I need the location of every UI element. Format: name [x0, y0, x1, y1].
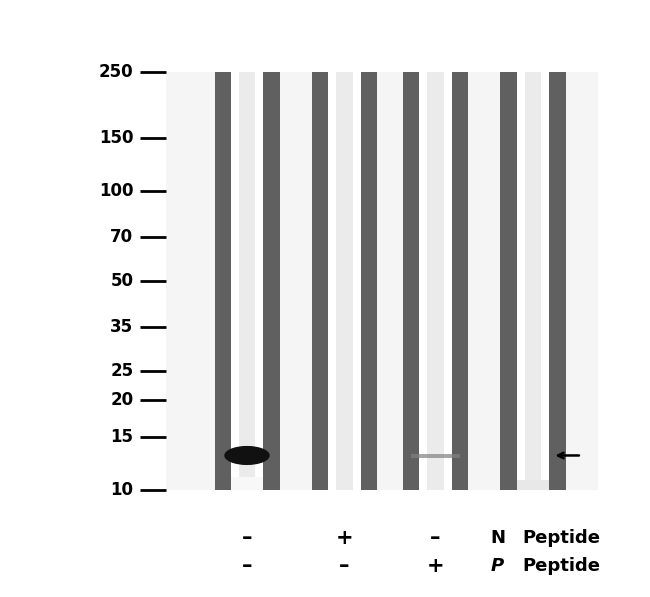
Bar [239, 72, 255, 490]
Bar [263, 72, 280, 490]
Bar [337, 72, 353, 490]
Bar [214, 72, 280, 490]
Text: 100: 100 [99, 181, 133, 199]
Text: N: N [491, 530, 506, 547]
Text: 50: 50 [111, 272, 133, 290]
Text: 20: 20 [110, 390, 133, 408]
Text: –: – [339, 556, 350, 576]
Text: +: + [335, 528, 354, 549]
Bar [428, 72, 444, 490]
Bar [549, 72, 566, 490]
Bar [517, 479, 549, 490]
Text: 70: 70 [110, 228, 133, 246]
Bar [312, 72, 328, 490]
Text: 10: 10 [111, 481, 133, 498]
Text: +: + [426, 556, 445, 576]
Bar [525, 72, 541, 490]
Bar [361, 72, 377, 490]
Text: –: – [242, 528, 252, 549]
Bar [452, 72, 468, 490]
Text: –: – [430, 528, 441, 549]
Text: 15: 15 [111, 428, 133, 446]
Text: P: P [491, 557, 504, 575]
Bar [166, 72, 598, 490]
Bar [411, 454, 460, 458]
Text: Peptide: Peptide [522, 530, 600, 547]
Bar [403, 72, 419, 490]
Bar [403, 72, 468, 490]
Text: 35: 35 [110, 318, 133, 336]
Ellipse shape [224, 446, 270, 465]
Bar [231, 477, 263, 490]
Text: –: – [242, 556, 252, 576]
Text: Peptide: Peptide [522, 557, 600, 575]
Bar [312, 72, 377, 490]
Text: 250: 250 [99, 63, 133, 81]
Bar [500, 72, 517, 490]
Bar [500, 72, 566, 490]
Text: 25: 25 [110, 362, 133, 380]
Bar [231, 486, 263, 490]
Text: 150: 150 [99, 129, 133, 147]
Bar [214, 72, 231, 490]
